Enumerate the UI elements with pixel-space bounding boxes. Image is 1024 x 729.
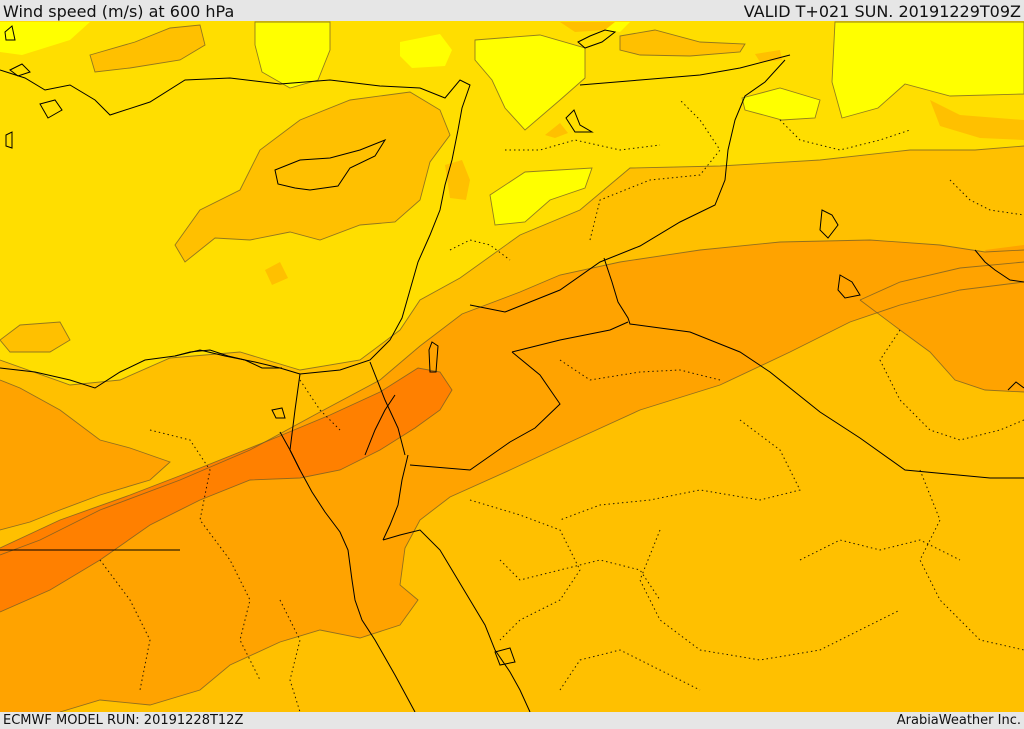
credit: ArabiaWeather Inc.: [896, 713, 1021, 728]
wind-speed-map: [0, 21, 1024, 712]
wind-band-level-4: [0, 240, 1024, 712]
map-title: Wind speed (m/s) at 600 hPa: [3, 1, 235, 21]
national-borders: [0, 54, 1024, 551]
map-area: [0, 21, 1024, 712]
footer-bar: ECMWF MODEL RUN: 20191228T12Z ArabiaWeat…: [0, 712, 1024, 729]
internal-boundaries: [99, 99, 1024, 712]
header-bar: Wind speed (m/s) at 600 hPa VALID T+021 …: [0, 0, 1024, 22]
valid-time: VALID T+021 SUN. 20191229T09Z: [743, 1, 1021, 21]
wind-contours: [0, 21, 1024, 712]
wind-band-level-1: [0, 22, 1024, 225]
wind-band-level-5: [0, 368, 452, 612]
model-run: ECMWF MODEL RUN: 20191228T12Z: [3, 713, 244, 728]
